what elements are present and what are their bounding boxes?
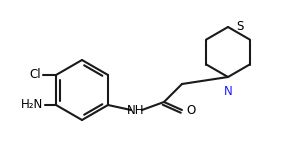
Text: S: S bbox=[236, 21, 243, 34]
Text: N: N bbox=[223, 85, 232, 98]
Text: O: O bbox=[186, 104, 195, 118]
Text: H₂N: H₂N bbox=[21, 98, 43, 111]
Text: Cl: Cl bbox=[29, 68, 41, 82]
Text: NH: NH bbox=[127, 104, 145, 118]
